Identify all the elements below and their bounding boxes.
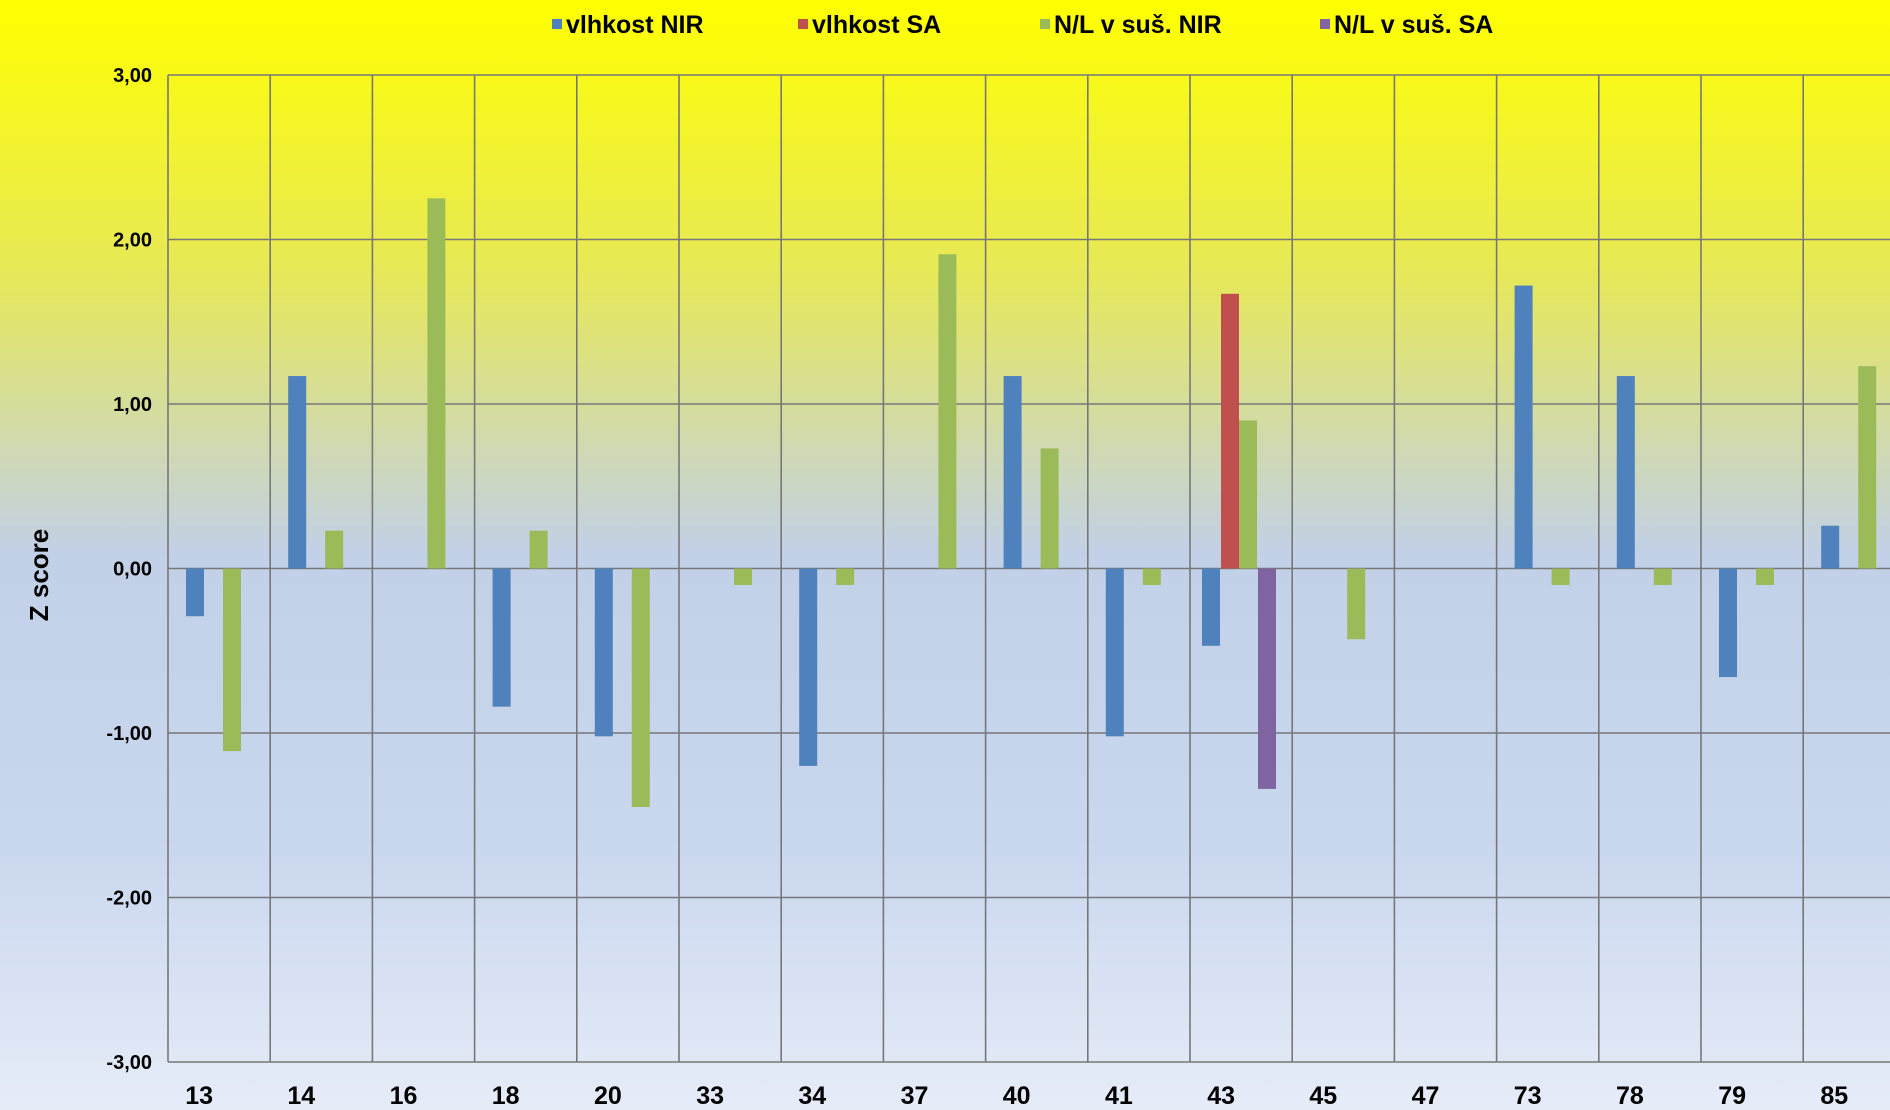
legend-item: N/L v suš. NIR (1040, 11, 1222, 39)
legend: vlhkost NIR vlhkost SA N/L v suš. NIR N/L v… (552, 11, 1493, 39)
bar-vlhkost-nir-41 (1105, 568, 1124, 737)
x-tick-label: 79 (1718, 1082, 1746, 1110)
bar-vlhkost-nir-78 (1616, 376, 1635, 569)
bar-n-l-v-su-nir-18 (529, 530, 548, 569)
y-tick-label: -3,00 (106, 1052, 152, 1074)
bar-n-l-v-su-nir-34 (836, 568, 855, 585)
legend-label: vlhkost SA (812, 11, 941, 39)
legend-label: vlhkost NIR (566, 11, 704, 39)
grid-lines (167, 74, 1890, 1063)
bar-vlhkost-nir-40 (1003, 376, 1022, 569)
bar-n-l-v-su-nir-33 (734, 568, 752, 585)
x-tick-label: 73 (1514, 1082, 1542, 1110)
bar-n-l-v-su-sa-43 (1258, 568, 1276, 789)
legend-item: vlhkost NIR (552, 11, 704, 39)
x-tick-label: 47 (1412, 1082, 1440, 1110)
legend-swatch (798, 19, 808, 29)
bar-n-l-v-su-nir-37 (938, 254, 957, 569)
bar-n-l-v-su-nir-85 (1858, 366, 1877, 569)
bar-n-l-v-su-nir-14 (325, 530, 344, 569)
legend-swatch (552, 19, 562, 29)
x-tick-label: 13 (185, 1082, 213, 1110)
x-tick-label: 40 (1003, 1082, 1031, 1110)
bar-vlhkost-nir-20 (594, 568, 613, 737)
y-tick-label: -1,00 (106, 723, 152, 745)
x-tick-label: 20 (594, 1082, 622, 1110)
bar-vlhkost-nir-43 (1202, 568, 1220, 646)
bar-vlhkost-nir-14 (288, 376, 307, 569)
bar-n-l-v-su-nir-16 (427, 198, 446, 569)
x-tick-label: 41 (1105, 1082, 1133, 1110)
bar-vlhkost-sa-43 (1221, 293, 1239, 569)
y-tick-label: 2,00 (113, 230, 152, 252)
x-axis-tick-labels: 13 14 16 18 20 33 34 37 40 41 43 45 47 73 78 79 85 (185, 1082, 1848, 1110)
y-axis-tick-labels: 3,00 2,00 1,00 0,00 -1,00 -2,00 -3,00 (106, 65, 152, 1074)
x-tick-label: 78 (1616, 1082, 1644, 1110)
bar-vlhkost-nir-18 (492, 568, 511, 707)
y-tick-label: 3,00 (113, 65, 152, 87)
bars (186, 198, 1877, 808)
x-tick-label: 85 (1820, 1082, 1848, 1110)
x-tick-label: 14 (287, 1082, 315, 1110)
bar-vlhkost-nir-79 (1719, 568, 1737, 678)
bar-vlhkost-nir-85 (1821, 525, 1840, 569)
legend-item: vlhkost SA (798, 11, 941, 39)
y-tick-label: 1,00 (113, 394, 152, 416)
x-tick-label: 34 (798, 1082, 826, 1110)
x-tick-label: 37 (901, 1082, 929, 1110)
legend-item: N/L v suš. SA (1320, 11, 1493, 39)
bar-n-l-v-su-nir-20 (631, 568, 650, 808)
bar-n-l-v-su-nir-45 (1347, 568, 1366, 640)
bar-n-l-v-su-nir-13 (223, 568, 241, 752)
y-tick-label: 0,00 (113, 559, 152, 581)
x-tick-label: 16 (390, 1082, 418, 1110)
bar-vlhkost-nir-73 (1514, 285, 1533, 569)
x-tick-label: 18 (492, 1082, 520, 1110)
bar-n-l-v-su-nir-73 (1551, 568, 1570, 585)
y-tick-label: -2,00 (106, 888, 152, 910)
bar-n-l-v-su-nir-79 (1756, 568, 1774, 585)
bar-n-l-v-su-nir-43 (1239, 420, 1257, 569)
legend-swatch (1320, 19, 1330, 29)
bar-vlhkost-nir-13 (186, 568, 204, 617)
legend-swatch (1040, 19, 1050, 29)
y-axis-label: Z score (24, 529, 54, 622)
legend-label: N/L v suš. NIR (1054, 11, 1222, 39)
x-tick-label: 43 (1207, 1082, 1235, 1110)
bar-vlhkost-nir-34 (799, 568, 818, 766)
bar-n-l-v-su-nir-40 (1040, 448, 1059, 569)
bar-n-l-v-su-nir-78 (1653, 568, 1672, 585)
legend-label: N/L v suš. SA (1334, 11, 1493, 39)
bar-n-l-v-su-nir-41 (1142, 568, 1161, 585)
x-tick-label: 45 (1309, 1082, 1337, 1110)
x-tick-label: 33 (696, 1082, 724, 1110)
